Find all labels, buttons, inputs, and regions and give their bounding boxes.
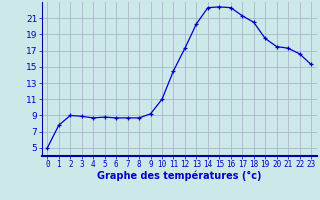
X-axis label: Graphe des températures (°c): Graphe des températures (°c) xyxy=(97,171,261,181)
